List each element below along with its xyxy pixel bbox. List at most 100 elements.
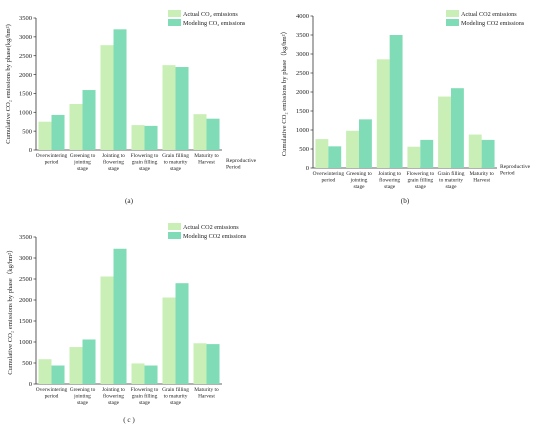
x-tick-label-line: grain filling — [408, 176, 434, 183]
bar-modeling — [206, 344, 220, 384]
y-tick-label: 1500 — [19, 91, 32, 98]
legend-label: Modeling CO2 emissions — [183, 233, 247, 240]
x-tick-label: Grain filling to maturity stage — [438, 170, 465, 190]
bar-modeling — [113, 248, 127, 384]
x-tick-label-line: stage — [139, 400, 151, 406]
x-tick-label-line: Maturity to — [194, 153, 219, 159]
bar-modeling — [175, 67, 189, 150]
bar-actual — [162, 297, 176, 384]
bar-modeling — [144, 365, 158, 384]
x-tick-label-line: stage — [445, 184, 457, 190]
x-tick-label-line: Overwintering — [36, 153, 68, 159]
y-tick-label: 1500 — [296, 108, 309, 115]
x-tick-label: Overwintering period — [313, 171, 345, 183]
x-tick-label-line: stage — [170, 166, 182, 172]
legend-label: Modeling CO₂ emissions — [183, 20, 246, 27]
bar-actual — [193, 114, 207, 150]
x-tick-label-line: flowering — [379, 176, 400, 183]
legend-swatch — [168, 19, 181, 26]
bar-actual — [162, 65, 176, 150]
bar-modeling — [51, 365, 65, 384]
legend-swatch — [168, 223, 181, 230]
bar-actual — [131, 125, 145, 150]
y-tick-label: 3000 — [19, 34, 32, 41]
legend-label: Actual CO₂ emissions — [183, 11, 238, 18]
x-tick-label-line: Jointing to — [378, 171, 401, 177]
bar-modeling — [113, 29, 127, 150]
bar-modeling — [144, 125, 158, 150]
y-tick-label: 3000 — [19, 255, 32, 262]
bar-actual — [407, 146, 421, 168]
x-tick-label: Greening to jointing stage — [346, 171, 372, 190]
x-tick-label-line: Greening to — [346, 171, 372, 177]
bar-actual — [193, 343, 207, 384]
x-tick-label-line: Flowering to — [131, 387, 159, 393]
y-tick-label: 2500 — [296, 70, 309, 77]
x-tick-label-line: Grain filling — [162, 152, 189, 159]
x-tick-label-line: to maturity — [164, 159, 188, 165]
x-tick-label: Jointing to flowering stage — [102, 387, 125, 406]
y-tick-label: 2500 — [19, 276, 32, 283]
bar-actual — [376, 59, 390, 168]
y-tick-label: 3500 — [296, 32, 309, 39]
x-tick-label-line: Maturity to — [194, 387, 219, 393]
bar-actual — [468, 134, 482, 168]
chart-panel-a: 0 500 1000 1500 2000 2500 3000 3500 Cumulative C… — [5, 10, 257, 205]
x-tick-label-line: Jointing to — [102, 387, 125, 393]
x-tick-label-line: stage — [77, 400, 89, 406]
x-axis-label: Reproductive Period — [500, 164, 531, 177]
bar-modeling — [481, 139, 495, 168]
x-tick-label-line: Grain filling — [438, 170, 465, 177]
x-tick-label-line: jointing — [73, 393, 91, 399]
x-tick-label-line: Harvest — [198, 393, 215, 399]
x-tick-label-line: Overwintering — [313, 171, 345, 177]
y-tick-label: 1000 — [296, 127, 309, 134]
chart-panel-b: 0 500 1000 1500 2000 2500 3000 3500 4000 Cumulati… — [280, 10, 531, 205]
bar-modeling — [389, 35, 403, 168]
x-tick-label-line: Flowering to — [406, 171, 434, 177]
y-tick-label: 3500 — [19, 15, 32, 22]
x-tick-label: Flowering to grain filling stage — [131, 387, 159, 406]
bar-actual — [69, 347, 83, 384]
x-tick-label-line: Flowering to — [131, 153, 159, 159]
y-tick-label: 2000 — [19, 72, 32, 79]
bar-modeling — [420, 139, 434, 168]
y-tick-label: 2000 — [296, 89, 309, 96]
legend-label: Modeling CO2 emissions — [461, 20, 525, 27]
x-tick-label-line: stage — [170, 400, 182, 406]
bar-actual — [100, 276, 114, 384]
x-tick-label: Grain filling to maturity stage — [162, 386, 189, 406]
bar-modeling — [206, 118, 220, 150]
x-tick-label: Grain filling to maturity stage — [162, 152, 189, 172]
y-tick-label: 0 — [29, 147, 32, 154]
legend-label: Actual CO2 emissions — [183, 224, 239, 231]
bar-modeling — [451, 88, 464, 168]
x-tick-label: Greening to jointing stage — [70, 153, 96, 172]
x-axis-label-line: Reproductive — [500, 164, 531, 170]
x-tick-label-line: Grain filling — [162, 386, 189, 393]
bar-actual — [346, 130, 359, 168]
y-tick-label: 3500 — [19, 234, 32, 241]
legend-swatch — [168, 232, 181, 239]
bar-actual — [100, 45, 114, 151]
y-tick-label: 500 — [299, 146, 309, 153]
y-tick-label: 1000 — [19, 109, 32, 116]
x-tick-label: Maturity to Harvest — [194, 153, 219, 165]
x-tick-label-line: grain filling — [132, 158, 158, 165]
x-tick-label-line: jointing — [73, 159, 91, 165]
x-tick-label: Jointing to flowering stage — [102, 153, 125, 172]
y-tick-label: 2500 — [19, 53, 32, 60]
y-tick-label: 500 — [22, 128, 32, 135]
bar-modeling — [175, 283, 189, 384]
x-tick-label-line: jointing — [350, 177, 368, 183]
legend-swatch — [446, 19, 459, 26]
x-tick-label: Maturity to Harvest — [194, 387, 219, 399]
y-tick-label: 3000 — [296, 51, 309, 58]
x-tick-label-line: stage — [77, 166, 89, 172]
legend-label: Actual CO2 emissions — [461, 11, 517, 18]
x-tick-label-line: Greening to — [70, 153, 96, 159]
bar-actual — [315, 139, 329, 168]
x-tick-label-line: stage — [353, 184, 365, 190]
x-axis-label: Reproductive Period — [226, 158, 257, 171]
